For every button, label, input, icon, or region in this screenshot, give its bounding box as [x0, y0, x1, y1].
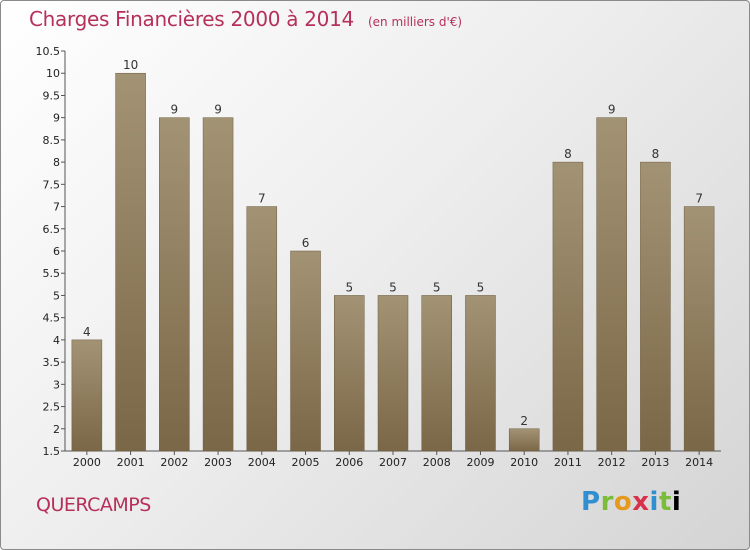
x-tick-label: 2000: [73, 456, 101, 469]
bar: [334, 295, 365, 452]
x-tick-label: 2006: [335, 456, 363, 469]
x-tick-label: 2005: [292, 456, 320, 469]
bar: [465, 295, 496, 452]
x-tick-label: 2013: [641, 456, 669, 469]
y-tick-label: 4: [53, 334, 60, 347]
bar: [552, 161, 584, 452]
y-tick-label: 10: [46, 67, 60, 80]
x-tick-label: 2009: [466, 456, 494, 469]
bar: [202, 117, 234, 452]
y-tick-label: 8: [53, 156, 60, 169]
y-tick-label: 3.5: [43, 356, 61, 369]
y-tick-label: 1.5: [43, 445, 61, 458]
bar: [159, 117, 190, 452]
bar-value-label: 9: [608, 103, 616, 117]
logo-letter: o: [613, 487, 633, 517]
y-tick-label: 8.5: [43, 134, 61, 147]
x-tick-label: 2003: [204, 456, 232, 469]
bar: [640, 161, 671, 452]
y-tick-label: 5.5: [43, 267, 61, 280]
bar: [596, 117, 627, 452]
y-tick-label: 7: [53, 201, 60, 214]
y-tick-label: 6.5: [43, 223, 61, 236]
bar-value-label: 6: [302, 236, 310, 250]
bar-value-label: 10: [123, 58, 138, 72]
y-tick-label: 2.5: [43, 401, 61, 414]
bar: [683, 206, 715, 452]
logo-letter: i: [671, 487, 682, 517]
bar: [246, 206, 278, 452]
logo-letter: i: [649, 487, 659, 517]
bar: [115, 72, 146, 452]
bar-value-label: 7: [258, 192, 266, 206]
bar: [508, 428, 540, 452]
x-tick-label: 2012: [598, 456, 626, 469]
proxiti-logo: Proxiti: [581, 487, 681, 517]
x-tick-label: 2010: [510, 456, 538, 469]
bar-value-label: 7: [695, 192, 703, 206]
y-tick-label: 9.5: [43, 89, 61, 102]
y-tick-label: 2: [53, 423, 60, 436]
bar: [421, 295, 452, 452]
y-tick-label: 7.5: [43, 178, 61, 191]
chart-title: Charges Financières 2000 à 2014 (en milli…: [29, 7, 462, 31]
x-tick-label: 2014: [685, 456, 713, 469]
bar-value-label: 8: [564, 147, 572, 161]
y-tick-label: 4.5: [43, 312, 61, 325]
x-tick-label: 2004: [248, 456, 276, 469]
y-tick-label: 9: [53, 112, 60, 125]
y-tick-label: 6: [53, 245, 60, 258]
bar: [377, 295, 409, 452]
x-tick-label: 2007: [379, 456, 407, 469]
bar-value-label: 9: [171, 103, 179, 117]
bar-value-label: 5: [477, 280, 485, 294]
bar-value-label: 2: [520, 414, 528, 428]
x-tick-label: 2002: [160, 456, 188, 469]
y-tick-label: 3: [53, 378, 60, 391]
logo-letter: r: [600, 487, 614, 517]
commune-name: QUERCAMPS: [36, 494, 151, 516]
x-tick-label: 2011: [554, 456, 582, 469]
logo-letter: x: [632, 487, 650, 517]
bar-value-label: 4: [83, 325, 91, 339]
chart-unit: (en milliers d'€): [367, 15, 463, 29]
bar-value-label: 8: [652, 147, 660, 161]
bar-value-label: 5: [345, 280, 353, 294]
bar-value-label: 5: [389, 280, 397, 294]
chart-title-text: Charges Financières 2000 à 2014: [29, 7, 354, 31]
bar-value-label: 5: [433, 280, 441, 294]
logo-letter: P: [581, 487, 601, 517]
bar-value-label: 9: [214, 103, 222, 117]
logo-letter: t: [658, 487, 672, 517]
x-tick-label: 2001: [117, 456, 145, 469]
bar: [71, 339, 103, 452]
bar: [290, 250, 321, 452]
x-tick-label: 2008: [423, 456, 451, 469]
y-tick-label: 10.5: [36, 45, 61, 58]
y-tick-label: 5: [53, 289, 60, 302]
